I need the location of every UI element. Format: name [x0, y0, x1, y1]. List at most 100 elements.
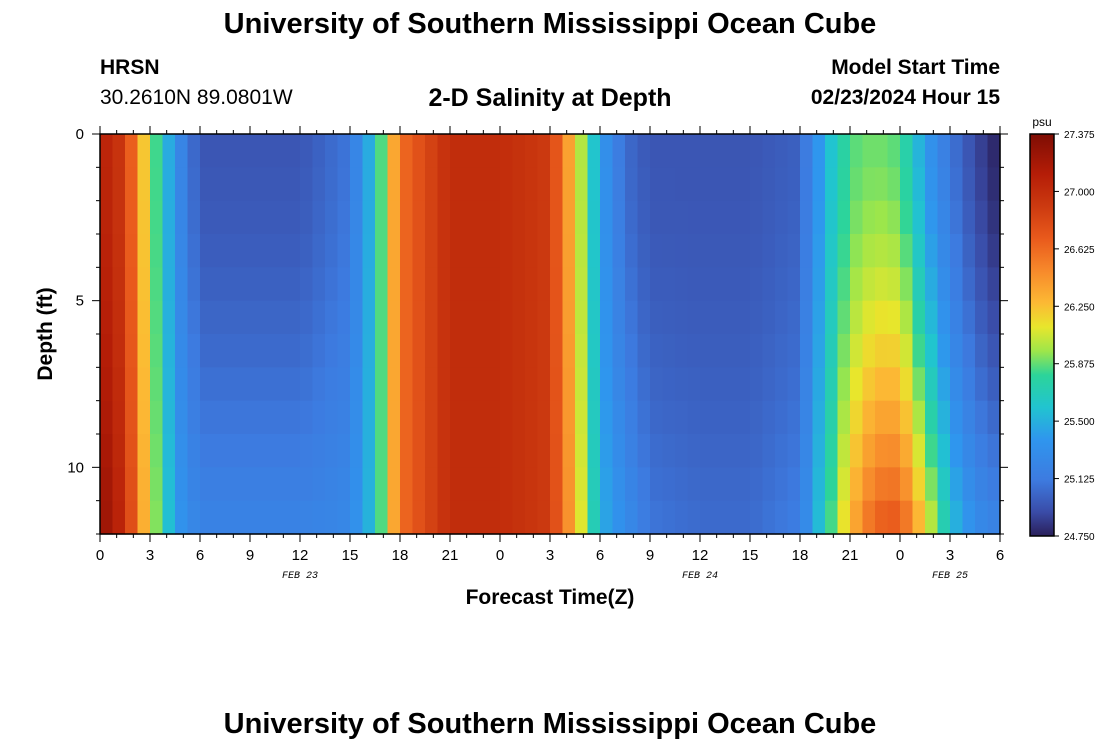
- heatmap-cell: [762, 134, 776, 168]
- heatmap-cell: [400, 134, 414, 168]
- heatmap-cell: [925, 400, 939, 435]
- heatmap-cell: [837, 267, 851, 302]
- heatmap-cell: [137, 234, 151, 268]
- heatmap-cell: [112, 267, 126, 302]
- heatmap-cell: [487, 200, 501, 235]
- heatmap-cell: [300, 167, 314, 202]
- heatmap-cell: [575, 200, 589, 235]
- heatmap-cell: [375, 134, 389, 168]
- heatmap-cell: [912, 367, 926, 402]
- heatmap-cell: [100, 367, 114, 402]
- heatmap-cell: [925, 434, 939, 468]
- heatmap-cell: [387, 300, 401, 335]
- heatmap-cell: [837, 367, 851, 402]
- heatmap-cell: [900, 300, 914, 335]
- heatmap-cell: [400, 200, 414, 235]
- heatmap-cell: [387, 434, 401, 468]
- heatmap-cell: [337, 434, 351, 468]
- heatmap-cell: [837, 334, 851, 368]
- heatmap-cell: [487, 134, 501, 168]
- heatmap-cell: [125, 434, 139, 468]
- heatmap-cell: [362, 434, 376, 468]
- heatmap-cell: [762, 167, 776, 202]
- heatmap-cell: [575, 367, 589, 402]
- heatmap-cell: [150, 500, 164, 535]
- heatmap-cell: [700, 434, 714, 468]
- heatmap-cell: [162, 334, 176, 368]
- heatmap-cell: [437, 434, 451, 468]
- page-title: University of Southern Mississippi Ocean…: [223, 8, 877, 40]
- heatmap-cell: [712, 434, 726, 468]
- heatmap-cell: [800, 134, 814, 168]
- heatmap-cell: [525, 267, 539, 302]
- heatmap-cell: [987, 400, 1001, 435]
- heatmap-cell: [387, 500, 401, 535]
- heatmap-cell: [537, 367, 551, 402]
- heatmap-cell: [750, 234, 764, 268]
- heatmap-cell: [625, 434, 639, 468]
- heatmap-cell: [562, 300, 576, 335]
- heatmap-cell: [687, 134, 701, 168]
- heatmap-cell: [750, 367, 764, 402]
- heatmap-cell: [350, 500, 364, 535]
- heatmap-cell: [512, 500, 526, 535]
- heatmap-cell: [850, 200, 864, 235]
- heatmap-cell: [562, 134, 576, 168]
- heatmap-cell: [800, 434, 814, 468]
- heatmap-cell: [275, 300, 289, 335]
- heatmap-cell: [337, 200, 351, 235]
- heatmap-cell: [375, 167, 389, 202]
- date-label: FEB 25: [932, 571, 968, 582]
- heatmap-cell: [162, 200, 176, 235]
- heatmap-cell: [175, 167, 189, 202]
- heatmap-cell: [800, 334, 814, 368]
- heatmap-cell: [337, 500, 351, 535]
- heatmap-cell: [312, 434, 326, 468]
- heatmap-cell: [875, 500, 889, 535]
- heatmap-cell: [650, 367, 664, 402]
- heatmap-cell: [325, 400, 339, 435]
- x-tick-label: 21: [842, 547, 859, 564]
- heatmap-cell: [287, 134, 301, 168]
- heatmap-cell: [237, 400, 251, 435]
- heatmap-cell: [875, 400, 889, 435]
- heatmap-cell: [712, 500, 726, 535]
- heatmap-cell: [337, 367, 351, 402]
- heatmap-cell: [962, 334, 976, 368]
- heatmap-cell: [100, 400, 114, 435]
- heatmap-cell: [150, 200, 164, 235]
- heatmap-cell: [337, 167, 351, 202]
- heatmap-cell: [412, 334, 426, 368]
- heatmap-cell: [875, 434, 889, 468]
- x-tick-label: 6: [596, 547, 604, 564]
- heatmap-cell: [962, 167, 976, 202]
- heatmap-cell: [487, 500, 501, 535]
- x-tick-label: 12: [292, 547, 309, 564]
- heatmap-cell: [775, 434, 789, 468]
- heatmap-cell: [950, 400, 964, 435]
- heatmap-cell: [825, 334, 839, 368]
- heatmap-cell: [800, 367, 814, 402]
- heatmap-cell: [112, 134, 126, 168]
- heatmap-cell: [825, 167, 839, 202]
- heatmap-cell: [937, 467, 951, 502]
- heatmap-cell: [737, 434, 751, 468]
- heatmap-cell: [750, 434, 764, 468]
- heatmap-cell: [325, 300, 339, 335]
- heatmap-cell: [937, 300, 951, 335]
- colorbar-tick-label: 25.500: [1064, 417, 1095, 428]
- heatmap-cell: [325, 367, 339, 402]
- heatmap-cell: [437, 267, 451, 302]
- heatmap-cell: [900, 500, 914, 535]
- heatmap-cell: [550, 300, 564, 335]
- heatmap-cell: [200, 434, 214, 468]
- heatmap-cell: [637, 367, 651, 402]
- colorbar-tick-label: 25.125: [1064, 475, 1095, 486]
- heatmap-cell: [187, 400, 201, 435]
- heatmap-cell: [987, 467, 1001, 502]
- heatmap-cell: [850, 134, 864, 168]
- heatmap-cell: [587, 400, 601, 435]
- heatmap-cell: [312, 300, 326, 335]
- heatmap-cell: [750, 467, 764, 502]
- heatmap-cell: [300, 500, 314, 535]
